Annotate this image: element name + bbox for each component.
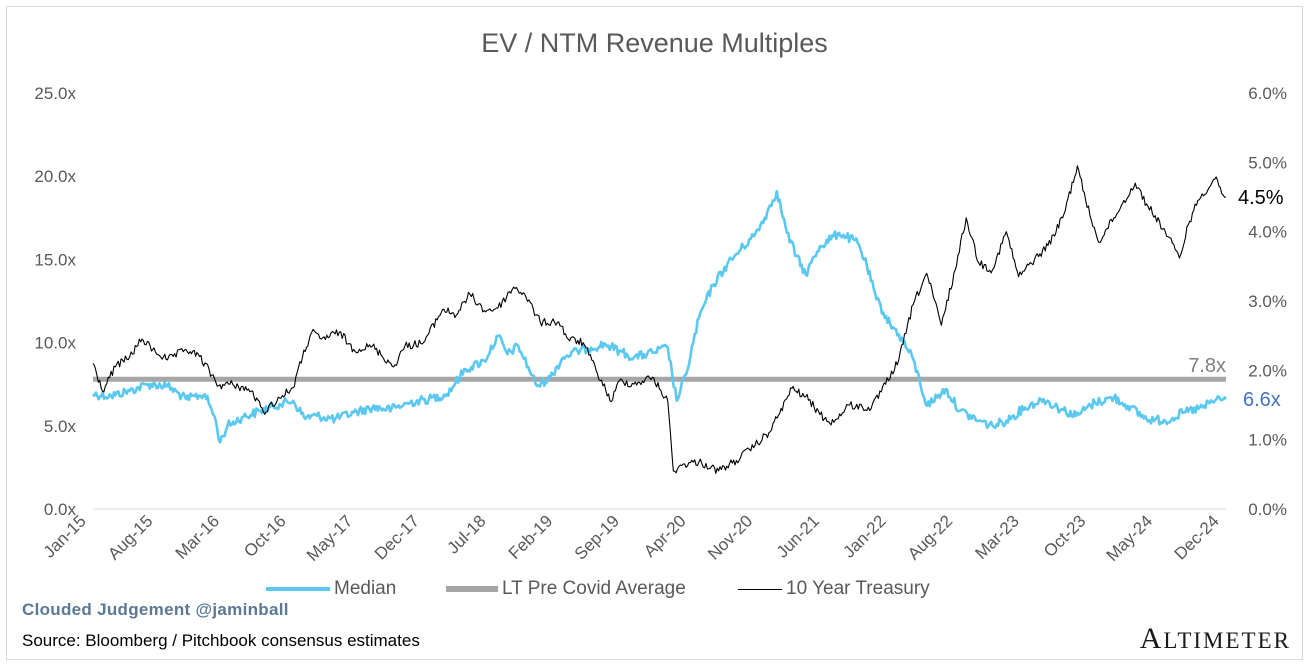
brand-logo-rest: LTIMETER [1163,628,1291,653]
y-left-tick-label: 20.0x [34,167,76,186]
chart-title: EV / NTM Revenue Multiples [481,28,828,58]
x-tick-label: Jul-18 [444,511,490,557]
x-tick-label: Jun-21 [773,511,823,561]
brand-logo-initial: A [1139,622,1164,655]
legend-item-median: Median [266,578,396,600]
x-tick-label: Oct-23 [1040,511,1090,561]
credit-text: Clouded Judgement @jaminball [22,600,289,619]
legend-item-lt-average: LT Pre Covid Average [446,578,686,600]
x-tick-label: Mar-23 [971,511,1023,563]
y-right-tick-label: 2.0% [1248,361,1287,380]
x-tick-label: Jan-22 [839,511,889,561]
y-left-tick-label: 0.0x [44,500,77,519]
chart-frame [6,6,1303,660]
x-tick-label: Sep-19 [571,511,623,563]
median-series-line [92,189,1228,444]
annotation-lt-average: 7.8x [1188,355,1226,377]
treasury-series-line [92,165,1227,474]
y-right-tick-label: 3.0% [1248,292,1287,311]
annotation-treasury-latest: 4.5% [1238,187,1284,209]
legend-swatch-treasury [738,588,782,590]
x-tick-label: Aug-22 [904,511,956,563]
x-tick-label: May-24 [1103,511,1157,565]
x-tick-label: May-17 [303,511,357,565]
x-tick-label: Mar-16 [172,511,224,563]
y-left-tick-label: 5.0x [44,417,77,436]
y-right-tick-label: 1.0% [1248,431,1287,450]
y-left-tick-label: 10.0x [34,334,76,353]
x-tick-label: Apr-20 [640,511,690,561]
annotation-median-latest: 6.6x [1243,389,1281,411]
y-right-tick-label: 4.0% [1248,223,1287,242]
legend-label-lt-average: LT Pre Covid Average [502,578,686,599]
legend-swatch-median [266,587,330,591]
x-tick-label: Nov-20 [704,511,756,563]
legend-swatch-lt-average [446,586,498,592]
x-tick-label: Dec-24 [1171,511,1223,563]
y-left-tick-label: 15.0x [34,250,76,269]
y-left-tick-label: 25.0x [34,84,76,103]
y-right-tick-label: 5.0% [1248,153,1287,172]
x-tick-label: Dec-17 [371,511,423,563]
source-note: Source: Bloomberg / Pitchbook consensus … [22,631,420,650]
y-right-tick-label: 0.0% [1248,500,1287,519]
legend-label-treasury: 10 Year Treasury [786,578,930,599]
x-tick-label: Aug-15 [104,511,156,563]
x-tick-label: Feb-19 [505,511,557,563]
legend-item-treasury: 10 Year Treasury [738,578,930,600]
chart-legend: Median LT Pre Covid Average 10 Year Trea… [0,578,1309,604]
brand-logo: ALTIMETER [1140,622,1291,656]
legend-label-median: Median [334,578,397,599]
y-right-tick-label: 6.0% [1248,84,1287,103]
x-tick-label: Oct-16 [240,511,290,561]
